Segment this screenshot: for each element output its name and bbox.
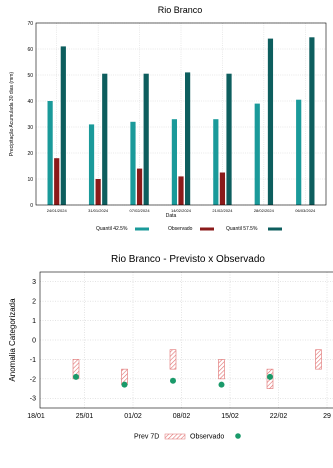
chart1-x-tick-label: 24/01/2024 [47, 208, 68, 213]
chart1-bar [219, 172, 226, 205]
chart1-bar [226, 73, 232, 205]
chart1-y-tick-label: 20 [27, 151, 33, 157]
chart1-bar [130, 121, 136, 205]
chart2-y-ticks: -3 -2 -1 0 1 2 3 [30, 279, 36, 403]
chart2-x-tick-label: 22/02 [270, 413, 288, 420]
chart2-plot-frame [39, 271, 333, 409]
chart2-observed-point [267, 373, 273, 380]
chart2-y-tick-label: -3 [30, 396, 36, 403]
chart2-legend-label: Prev 7D [134, 434, 159, 441]
chart1-bar [88, 124, 95, 205]
chart1-bar [136, 168, 143, 205]
chart2-legend-swatch [235, 433, 241, 439]
chart1-bar [171, 119, 177, 205]
chart-forecast-vs-observed: Rio Branco - Previsto x Observado -3 -2 -1… [8, 254, 333, 441]
chart1-x-tick-label: 28/02/2024 [254, 208, 275, 213]
chart2-y-label: Anomalia Categorizada [8, 298, 17, 382]
chart1-y-tick-label: 30 [27, 125, 33, 131]
chart2-forecast-range [169, 349, 177, 370]
chart1-y-tick-label: 40 [27, 99, 33, 105]
chart1-x-tick-label: 07/02/2024 [130, 208, 151, 213]
chart1-plot-frame [35, 22, 327, 206]
chart2-x-tick-label: 18/01 [27, 413, 45, 420]
chart1-bar [178, 176, 184, 205]
chart1-bar [213, 119, 219, 205]
chart2-grid [40, 272, 333, 408]
chart1-x-tick-label: 21/02/2024 [212, 208, 233, 213]
chart1-grid [36, 22, 326, 206]
chart1-x-ticks: 24/01/2024 31/01/2024 07/02/2024 14/02/2024… [47, 208, 316, 213]
chart1-bar [143, 73, 149, 205]
chart1-legend: Quantil 42.5% Observado Quantil 57.5% [96, 226, 282, 232]
chart2-x-tick-label: 15/02 [221, 413, 239, 420]
chart1-bar [95, 179, 101, 205]
chart1-x-label: Data [166, 213, 177, 219]
chart2-y-tick-label: 3 [32, 279, 36, 286]
chart2-x-tick-label: 01/02 [124, 413, 142, 420]
chart2-y-tick-label: -2 [30, 376, 36, 383]
chart2-x-ticks: 18/01 25/01 01/02 08/02 15/02 22/02 29 [27, 413, 331, 420]
chart2-marks [72, 349, 322, 389]
chart2-y-tick-label: 1 [32, 318, 36, 325]
chart1-title: Rio Branco [158, 5, 203, 15]
chart1-y-tick-label: 60 [27, 47, 33, 53]
chart2-forecast-range [315, 349, 322, 370]
chart1-bars [47, 37, 315, 206]
chart1-bar [309, 37, 315, 205]
chart1-legend-label: Quantil 57.5% [226, 226, 258, 232]
chart1-legend-swatch [135, 227, 149, 231]
chart-precipitation: Rio Branco 0 10 20 30 40 50 60 70 24/01/2024 31/… [9, 5, 327, 232]
chart1-legend-swatch [200, 227, 214, 231]
chart1-y-label: Precipitação Acumulada 30 dias (mm) [9, 72, 15, 157]
chart2-x-tick-label: 08/02 [173, 413, 191, 420]
chart1-bar [185, 72, 191, 206]
chart2-forecast-range [218, 359, 225, 380]
chart1-bar [60, 46, 66, 206]
chart2-observed-point [170, 377, 176, 384]
chart1-legend-label: Quantil 42.5% [96, 226, 128, 232]
chart1-y-tick-label: 70 [27, 21, 33, 27]
chart1-bar [102, 73, 108, 205]
chart2-legend: Prev 7D Observado [134, 433, 241, 441]
chart1-y-ticks: 0 10 20 30 40 50 60 70 [27, 21, 33, 209]
chart1-y-tick-label: 50 [27, 73, 33, 79]
chart1-bar [254, 103, 260, 205]
chart2-x-tick-label: 25/01 [76, 413, 94, 420]
chart2-y-tick-label: 2 [32, 299, 36, 306]
chart1-x-tick-label: 31/01/2024 [88, 208, 109, 213]
chart1-x-tick-label: 06/03/2024 [295, 208, 316, 213]
chart2-title: Rio Branco - Previsto x Observado [111, 254, 265, 265]
chart2-y-tick-label: 0 [32, 337, 36, 344]
chart1-bar [267, 38, 274, 205]
chart1-y-tick-label: 0 [30, 203, 33, 209]
chart2-observed-point [121, 381, 128, 388]
chart2-observed-point [218, 381, 225, 388]
chart2-x-tick-label: 29 [323, 413, 331, 420]
chart1-y-tick-label: 10 [27, 177, 33, 183]
chart2-legend-swatch [164, 433, 186, 440]
chart1-bar [296, 99, 302, 205]
chart2-y-tick-label: -1 [30, 357, 36, 364]
chart1-legend-label: Observado [168, 226, 193, 232]
chart2-observed-point [73, 373, 79, 380]
chart1-x-tick-label: 14/02/2024 [171, 208, 192, 213]
chart2-legend-label: Observado [190, 434, 224, 441]
chart1-bar [47, 101, 53, 205]
chart1-bar [54, 158, 60, 205]
chart1-legend-swatch [268, 227, 282, 231]
